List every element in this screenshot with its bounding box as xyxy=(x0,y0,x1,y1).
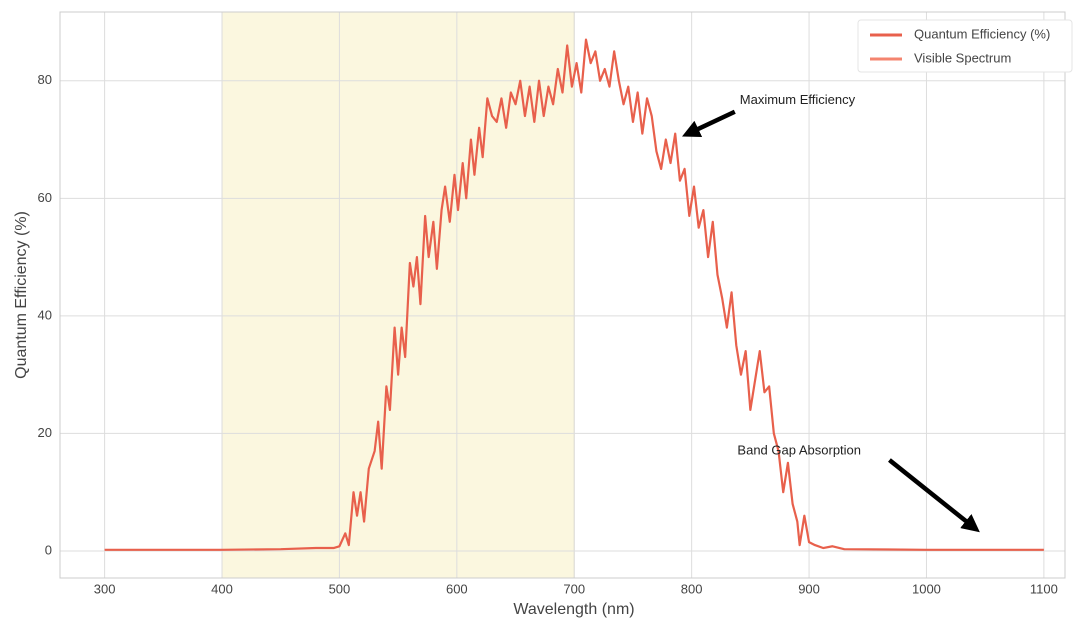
x-tick-label: 400 xyxy=(211,581,233,596)
y-tick-label: 60 xyxy=(38,190,52,205)
x-tick-label: 1000 xyxy=(912,581,941,596)
x-tick-label: 600 xyxy=(446,581,468,596)
legend-box xyxy=(857,19,1073,73)
x-tick-label: 300 xyxy=(94,581,116,596)
annotation-arrow xyxy=(682,109,736,138)
annotation-text: Band Gap Absorption xyxy=(737,442,861,457)
x-tick-label: 700 xyxy=(563,581,585,596)
plot-frame xyxy=(59,11,1066,579)
y-tick-label: 80 xyxy=(38,72,52,87)
annotation-text: Maximum Efficiency xyxy=(740,92,856,107)
annotation-arrow xyxy=(888,458,980,533)
visible-spectrum-band xyxy=(221,11,575,579)
y-tick-label: 0 xyxy=(45,542,52,557)
x-tick-label: 1100 xyxy=(1030,581,1058,596)
x-tick-label: 800 xyxy=(681,581,703,596)
y-tick-label: 20 xyxy=(38,425,52,440)
x-tick-label: 500 xyxy=(329,581,351,596)
x-tick-label: 900 xyxy=(798,581,820,596)
data-line xyxy=(104,38,1044,551)
y-axis-label: Quantum Efficiency (%) xyxy=(13,211,30,379)
y-tick-label: 40 xyxy=(38,307,52,322)
x-axis-label: Wavelength (nm) xyxy=(513,601,634,618)
legend-label: Visible Spectrum xyxy=(914,50,1011,65)
legend-label: Quantum Efficiency (%) xyxy=(914,26,1050,41)
